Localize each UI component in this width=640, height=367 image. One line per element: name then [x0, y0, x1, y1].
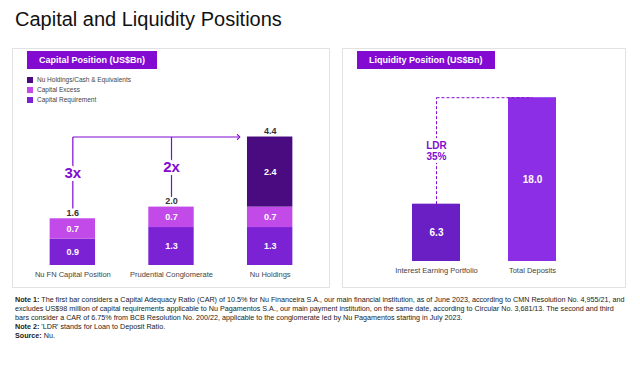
svg-text:0.7: 0.7: [264, 212, 277, 222]
html-text:Capital and Liquidity Position: Capital and Liquidity Positions: [15, 8, 282, 30]
svg-text:4.4: 4.4: [264, 126, 277, 136]
svg-text:Interest Earning Portfolio: Interest Earning Portfolio: [395, 266, 478, 275]
html-text:Source: Nu.: Source: Nu.: [15, 331, 55, 340]
svg-text:18.0: 18.0: [523, 174, 543, 185]
html-text:Capital Requirement: Capital Requirement: [37, 96, 97, 103]
html-text:Capital Position (US$Bn): Capital Position (US$Bn): [39, 55, 145, 65]
svg-text:0.9: 0.9: [67, 247, 80, 257]
html-text:Note 1: The first bar consider: Note 1: The first bar considers a Capita…: [15, 295, 625, 322]
svg-text:1.6: 1.6: [67, 208, 80, 218]
svg-text:3x: 3x: [64, 164, 81, 181]
svg-text:6.3: 6.3: [430, 227, 444, 238]
svg-text:0.7: 0.7: [67, 224, 80, 234]
html-text:Liquidity Position (US$Bn): Liquidity Position (US$Bn): [369, 55, 483, 65]
html-text:Capital Excess: Capital Excess: [37, 86, 80, 93]
svg-text:1.3: 1.3: [264, 241, 277, 251]
html-text:Nu Holdings/Cash & Equivalents: Nu Holdings/Cash & Equivalents: [37, 76, 131, 83]
svg-text:2.4: 2.4: [264, 167, 277, 177]
svg-text:0.7: 0.7: [165, 212, 178, 222]
svg-text:2x: 2x: [163, 158, 180, 175]
svg-text:Prudential Conglomerate: Prudential Conglomerate: [130, 270, 213, 279]
svg-text:2.0: 2.0: [165, 196, 178, 206]
html-text:Note 2: 'LDR' stands for Loan: Note 2: 'LDR' stands for Loan to Deposit…: [15, 322, 166, 331]
svg-text:1.3: 1.3: [165, 241, 178, 251]
svg-text:Total Deposits: Total Deposits: [509, 266, 556, 275]
svg-text:Nu Holdings: Nu Holdings: [250, 270, 291, 279]
svg-text:LDR35%: LDR35%: [426, 140, 447, 162]
svg-text:Nu FN Capital Position: Nu FN Capital Position: [35, 270, 111, 279]
